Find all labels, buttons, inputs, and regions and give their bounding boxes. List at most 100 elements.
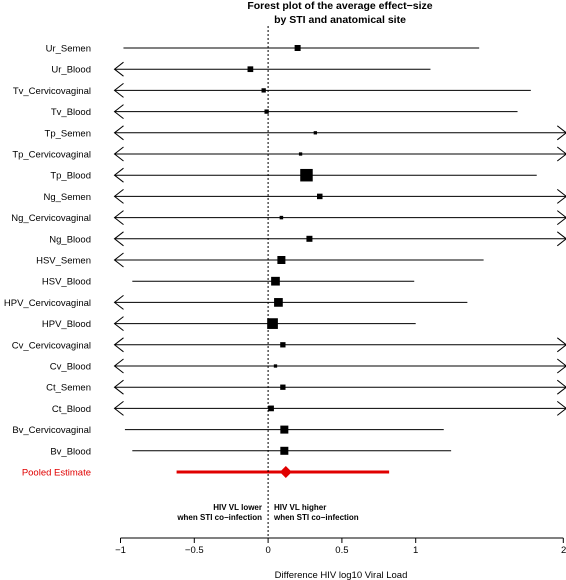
point-estimate <box>264 109 269 114</box>
forest-row: HSV_Semen <box>36 252 484 268</box>
point-estimate <box>294 45 301 51</box>
row-label: Cv_Blood <box>50 362 91 373</box>
forest-row: Tp_Cervicovaginal <box>12 146 566 162</box>
x-tick-label: 1 <box>413 545 418 556</box>
forest-row: Ng_Cervicovaginal <box>11 210 566 225</box>
forest-row: HPV_Blood <box>42 316 416 331</box>
ci-right-arrow <box>556 337 566 353</box>
row-label: Tp_Blood <box>50 171 91 182</box>
row-label: Ng_Semen <box>43 192 91 203</box>
forest-row: Ng_Semen <box>43 189 566 204</box>
ci-right-arrow <box>556 146 566 162</box>
point-estimate <box>267 318 278 329</box>
x-axis-label: Difference HIV log10 Viral Load <box>275 570 408 580</box>
forest-row: Ct_Blood <box>52 401 566 416</box>
annotation-lower-line-1: HIV VL lower <box>213 503 262 512</box>
ci-left-arrow <box>113 146 124 162</box>
row-label: Tv_Cervicovaginal <box>13 86 91 97</box>
row-label: HPV_Cervicovaginal <box>4 298 91 309</box>
row-label: HPV_Blood <box>42 319 91 330</box>
forest-row: Bv_Cervicovaginal <box>12 425 444 436</box>
row-label: Tp_Cervicovaginal <box>12 150 91 161</box>
forest-row: Ur_Blood <box>51 61 431 77</box>
ci-left-arrow <box>113 316 124 331</box>
row-label: Ng_Blood <box>49 234 91 245</box>
row-label: HSV_Semen <box>36 256 91 267</box>
pooled-estimate-diamond <box>279 466 292 478</box>
ci-left-arrow <box>113 401 124 416</box>
row-label: Tv_Blood <box>51 107 91 118</box>
ci-right-arrow <box>556 401 566 416</box>
x-tick-label: −1 <box>115 545 126 556</box>
row-label: Ur_Blood <box>51 65 91 76</box>
point-estimate <box>247 66 254 73</box>
row-label: Tp_Semen <box>45 128 91 139</box>
ci-left-arrow <box>113 295 124 310</box>
ci-left-arrow <box>113 189 124 204</box>
ci-left-arrow <box>113 61 124 77</box>
ci-right-arrow <box>556 125 566 141</box>
annotation-higher-line-1: HIV VL higher <box>274 503 326 512</box>
forest-row: Ur_Semen <box>46 44 480 55</box>
point-estimate <box>279 215 284 220</box>
ci-left-arrow <box>113 104 124 119</box>
point-estimate <box>273 364 278 368</box>
ci-left-arrow <box>113 252 124 268</box>
ci-right-arrow <box>556 189 566 204</box>
point-estimate <box>280 446 289 455</box>
forest-row: Bv_Blood <box>50 446 452 457</box>
ci-left-arrow <box>113 210 124 225</box>
row-label: Ct_Blood <box>52 404 91 415</box>
forest-row: Tv_Blood <box>51 104 518 119</box>
x-tick-label: −0.5 <box>185 545 204 556</box>
row-label: HSV_Blood <box>42 277 91 288</box>
forest-row: Tp_Blood <box>50 167 537 183</box>
ci-left-arrow <box>113 83 124 98</box>
row-label: Cv_Cervicovaginal <box>12 340 91 351</box>
forest-row: Tp_Semen <box>45 125 566 141</box>
forest-row: Ng_Blood <box>49 231 566 247</box>
forest-row: Tv_Cervicovaginal <box>13 83 531 98</box>
ci-left-arrow <box>113 379 124 395</box>
pooled-label: Pooled Estimate <box>22 468 91 479</box>
pooled-row: Pooled Estimate <box>22 466 390 479</box>
point-estimate <box>300 168 313 182</box>
forest-row: HSV_Blood <box>42 276 415 288</box>
row-label: Bv_Blood <box>50 446 91 457</box>
point-estimate <box>271 276 280 286</box>
ci-left-arrow <box>113 125 124 141</box>
forest-rows: Ur_Semen Ur_Blood Tv_Cervicovaginal Tv_Bloo… <box>4 44 566 479</box>
forest-row: Ct_Semen <box>46 379 566 395</box>
ci-left-arrow <box>113 231 124 247</box>
forest-row: HPV_Cervicovaginal <box>4 295 468 310</box>
point-estimate <box>313 131 317 135</box>
forest-row: Cv_Cervicovaginal <box>12 337 566 353</box>
point-estimate <box>306 235 313 242</box>
point-estimate <box>280 342 286 348</box>
point-estimate <box>280 384 286 390</box>
ci-right-arrow <box>556 379 566 395</box>
annotation-lower-line-2: when STI co−infection <box>176 513 262 522</box>
ci-left-arrow <box>113 358 124 374</box>
row-label: Ct_Semen <box>46 383 91 394</box>
chart-title-line-2: by STI and anatomical site <box>274 14 406 26</box>
point-estimate <box>280 425 289 434</box>
row-label: Ng_Cervicovaginal <box>11 213 91 224</box>
point-estimate <box>317 193 323 200</box>
x-axis: −1 −0.5 0 0.5 1 2 <box>115 537 566 556</box>
ci-left-arrow <box>113 167 124 183</box>
annotation-higher-line-2: when STI co−infection <box>273 513 359 522</box>
forest-row: Cv_Blood <box>50 358 566 374</box>
point-estimate <box>298 152 303 156</box>
ci-right-arrow <box>556 231 566 247</box>
point-estimate <box>268 405 274 412</box>
ci-right-arrow <box>556 210 566 225</box>
point-estimate <box>277 256 286 264</box>
point-estimate <box>274 298 283 307</box>
point-estimate <box>261 88 266 93</box>
row-label: Bv_Cervicovaginal <box>12 425 91 436</box>
x-tick-label: 0.5 <box>335 545 348 556</box>
ci-right-arrow <box>556 358 566 374</box>
x-tick-label: 2 <box>561 545 566 556</box>
